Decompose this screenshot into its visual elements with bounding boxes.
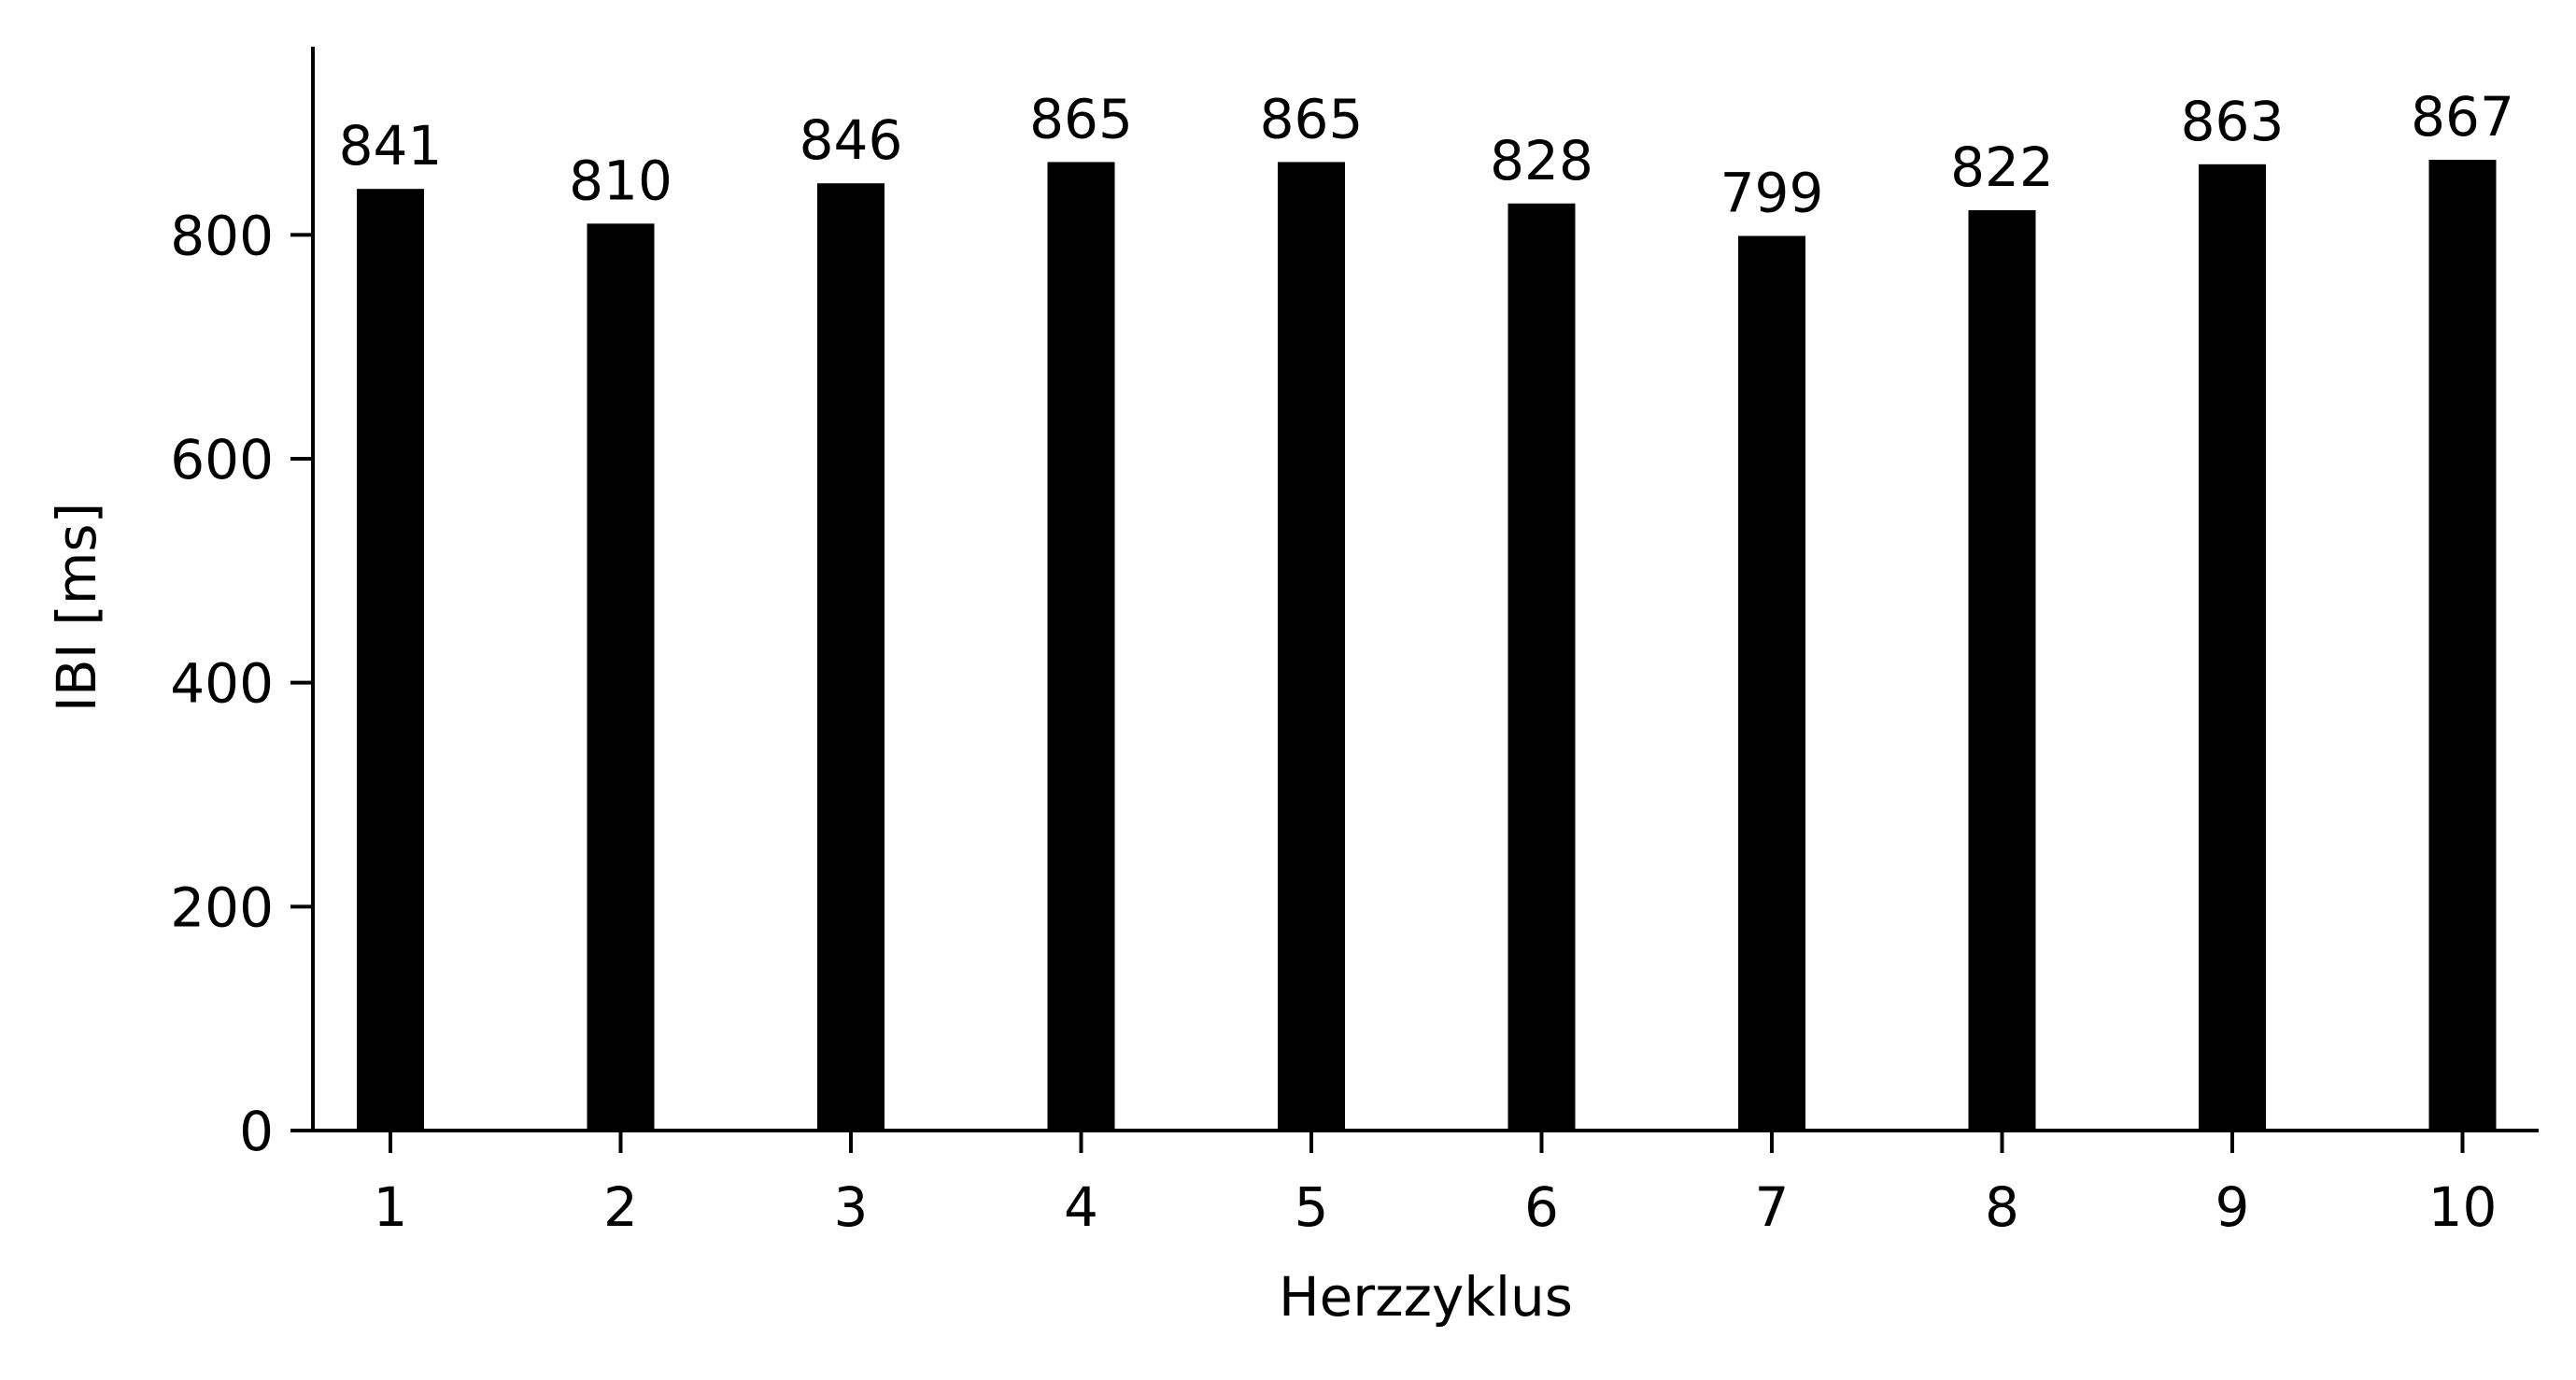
x-axis-title: Herzzyklus <box>1279 1265 1573 1329</box>
bar-3 <box>817 183 885 1131</box>
bar-9 <box>2199 164 2266 1131</box>
x-tick-label-7: 7 <box>1755 1175 1790 1239</box>
y-tick-label-600: 600 <box>170 428 274 491</box>
x-ticks-layer: 1 2 3 4 5 6 7 8 9 10 <box>374 1131 2498 1239</box>
bar-value-label-6: 828 <box>1490 129 1593 192</box>
y-tick-label-800: 800 <box>170 204 274 267</box>
bar-value-label-5: 865 <box>1260 87 1364 150</box>
bar-value-label-3: 846 <box>800 108 903 172</box>
x-tick-label-8: 8 <box>1985 1175 2019 1239</box>
bar-2 <box>587 223 655 1131</box>
x-tick-label-3: 3 <box>834 1175 869 1239</box>
bar-4 <box>1047 162 1115 1131</box>
bar-value-label-8: 822 <box>1950 135 2054 199</box>
y-tick-label-0: 0 <box>239 1100 274 1163</box>
y-tick-label-200: 200 <box>170 875 274 939</box>
bar-5 <box>1278 162 1345 1131</box>
bar-labels-layer: 841 810 846 865 865 828 799 822 863 867 <box>339 85 2514 224</box>
y-ticks-layer: 0 200 400 600 800 <box>170 204 313 1163</box>
bar-1 <box>357 189 424 1131</box>
x-tick-label-4: 4 <box>1064 1175 1098 1239</box>
bar-value-label-9: 863 <box>2181 90 2285 153</box>
y-tick-label-400: 400 <box>170 652 274 716</box>
bar-6 <box>1507 203 1576 1131</box>
x-tick-label-1: 1 <box>374 1175 408 1239</box>
bar-value-label-4: 865 <box>1029 87 1133 150</box>
bar-value-label-1: 841 <box>339 114 443 178</box>
bar-7 <box>1738 235 1805 1131</box>
x-tick-label-2: 2 <box>603 1175 638 1239</box>
y-axis-title: IBI [ms] <box>45 503 108 712</box>
bar-value-label-2: 810 <box>569 149 672 212</box>
bar-8 <box>1968 209 2036 1131</box>
axes-layer <box>311 47 2539 1132</box>
bar-value-label-7: 799 <box>1720 162 1824 225</box>
x-tick-label-5: 5 <box>1295 1175 1329 1239</box>
x-tick-label-6: 6 <box>1524 1175 1559 1239</box>
bars-layer <box>357 160 2497 1131</box>
x-tick-label-10: 10 <box>2428 1175 2498 1239</box>
x-tick-label-9: 9 <box>2215 1175 2250 1239</box>
bar-10 <box>2428 160 2497 1131</box>
bar-value-label-10: 867 <box>2411 85 2514 149</box>
